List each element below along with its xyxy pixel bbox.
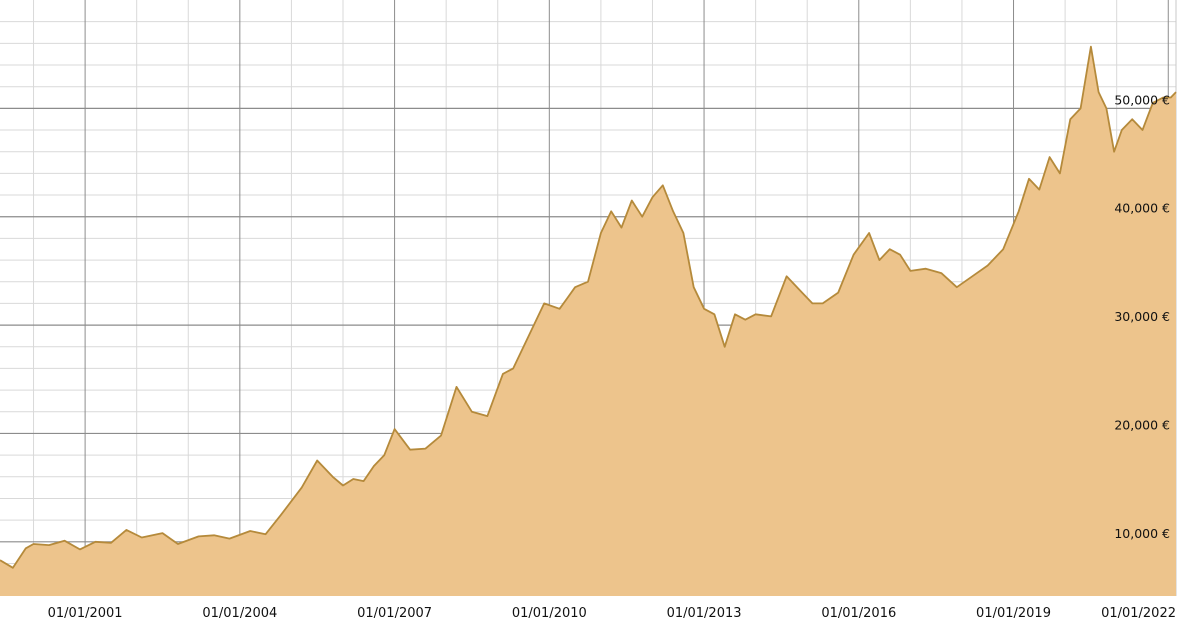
- x-tick-label: 01/01/2010: [512, 606, 587, 621]
- x-axis-ticks: 01/01/2001 01/01/2004 01/01/2007 01/01/2010…: [48, 606, 1176, 621]
- series-area: [0, 46, 1176, 597]
- series-line: [0, 45, 1177, 569]
- y-tick-label: 20,000 €: [1114, 417, 1170, 432]
- x-tick-label: 01/01/2004: [202, 606, 277, 621]
- x-tick-label: 01/01/2001: [48, 606, 123, 621]
- x-tick-label: 01/01/2007: [357, 606, 432, 621]
- minor-gridlines: [0, 0, 1176, 596]
- y-tick-label: 50,000 €: [1114, 92, 1170, 107]
- y-tick-label: 40,000 €: [1114, 201, 1170, 216]
- y-axis-ticks: 10,000 € 20,000 € 30,000 € 40,000 € 50,000 €: [1114, 92, 1170, 540]
- x-tick-label: 01/01/2022: [1101, 606, 1176, 621]
- series-layer: [0, 45, 1177, 597]
- x-tick-label: 01/01/2016: [821, 606, 896, 621]
- y-tick-label: 30,000 €: [1114, 309, 1170, 324]
- y-tick-label: 10,000 €: [1114, 526, 1170, 541]
- x-tick-label: 01/01/2013: [667, 606, 742, 621]
- x-tick-label: 01/01/2019: [976, 606, 1051, 621]
